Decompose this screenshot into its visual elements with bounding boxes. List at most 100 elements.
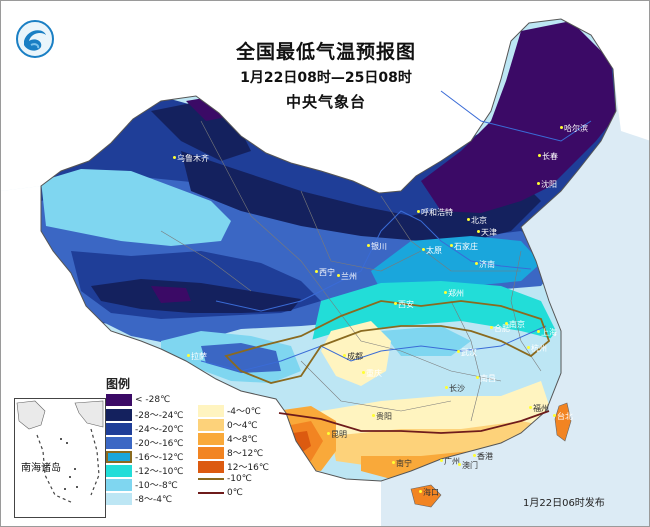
city-dot xyxy=(490,326,493,329)
legend-swatch xyxy=(106,422,132,435)
legend-label: -4～0℃ xyxy=(227,407,261,417)
city-dot xyxy=(560,126,563,129)
legend-item: -10℃ xyxy=(198,474,252,486)
issuing-agency: 中央气象台 xyxy=(285,93,366,111)
cma-logo-icon xyxy=(16,20,54,58)
legend-swatch xyxy=(106,450,132,463)
legend-swatch xyxy=(198,404,224,417)
legend-label: -28～-24℃ xyxy=(135,411,184,421)
city-label: 广州 xyxy=(444,457,460,466)
legend-swatch xyxy=(106,464,132,477)
city-label: 上海 xyxy=(541,328,557,337)
legend-item: -10～-8℃ xyxy=(106,478,178,491)
city-label: 乌鲁木齐 xyxy=(177,154,209,163)
legend-item: -8～-4℃ xyxy=(106,492,172,505)
city-label: 石家庄 xyxy=(454,242,478,251)
national-border xyxy=(40,18,617,482)
legend-label: -16～-12℃ xyxy=(135,453,184,463)
city-dot xyxy=(538,154,541,157)
city-label: 郑州 xyxy=(448,289,464,298)
city-dot xyxy=(537,182,540,185)
legend-swatch xyxy=(106,408,132,421)
legend-swatch xyxy=(198,418,224,431)
taiwan-island xyxy=(554,402,572,442)
city-dot xyxy=(392,461,395,464)
release-time: 1月22日06时发布 xyxy=(523,498,605,509)
legend-swatch xyxy=(198,478,224,480)
city-dot xyxy=(444,291,447,294)
hainan-island xyxy=(410,484,442,508)
legend-label: 0～4℃ xyxy=(227,421,258,431)
legend-item: < -28℃ xyxy=(106,394,170,406)
legend-label: -20～-16℃ xyxy=(135,439,184,449)
city-dot xyxy=(475,262,478,265)
city-dot xyxy=(367,244,370,247)
inset-label: 南海诸岛 xyxy=(21,463,61,474)
city-label: 成都 xyxy=(347,352,363,361)
city-dot xyxy=(419,490,422,493)
legend-swatch xyxy=(198,446,224,459)
legend-swatch xyxy=(106,394,132,406)
forecast-period: 1月22日08时—25日08时 xyxy=(240,70,412,86)
city-label: 呼和浩特 xyxy=(421,208,453,217)
city-dot xyxy=(417,210,420,213)
legend-item: 8～12℃ xyxy=(198,446,264,459)
legend-label: 4～8℃ xyxy=(227,435,258,445)
isotherm-zero xyxy=(278,410,550,434)
city-dot xyxy=(187,354,190,357)
city-label: 杭州 xyxy=(531,344,547,353)
city-label: 台北 xyxy=(557,412,573,421)
legend-item: 4～8℃ xyxy=(198,432,258,445)
city-dot xyxy=(476,376,479,379)
legend: 图例 < -28℃ -28～-24℃ -24～-20℃ -20～-16℃ -16～-12… xyxy=(106,377,316,520)
city-label: 长春 xyxy=(542,152,558,161)
legend-swatch xyxy=(106,478,132,491)
city-label: 香港 xyxy=(477,452,493,461)
legend-item: -28～-24℃ xyxy=(106,408,184,421)
city-label: 南京 xyxy=(509,320,525,329)
city-dot xyxy=(477,230,480,233)
legend-item: -12～-10℃ xyxy=(106,464,184,477)
legend-swatch xyxy=(198,460,224,473)
city-dot xyxy=(445,386,448,389)
city-dot xyxy=(315,270,318,273)
legend-label: -24～-20℃ xyxy=(135,425,184,435)
city-label: 合肥 xyxy=(494,324,510,333)
city-dot xyxy=(173,156,176,159)
city-label: 重庆 xyxy=(366,369,382,378)
city-label: 天津 xyxy=(481,228,497,237)
city-dot xyxy=(527,346,530,349)
map-title: 全国最低气温预报图 xyxy=(235,41,416,63)
city-label: 昆明 xyxy=(331,430,347,439)
legend-item: -24～-20℃ xyxy=(106,422,184,435)
city-dot xyxy=(343,354,346,357)
city-dot xyxy=(362,371,365,374)
south-china-sea-inset: 南海诸岛 xyxy=(14,398,106,518)
legend-title: 图例 xyxy=(106,377,131,391)
legend-label: -10℃ xyxy=(227,474,252,484)
city-label: 西安 xyxy=(398,300,414,309)
city-dot xyxy=(505,322,508,325)
legend-swatch xyxy=(198,492,224,494)
legend-swatch xyxy=(198,432,224,445)
city-label: 拉萨 xyxy=(191,352,207,361)
neighbouring-land xyxy=(1,1,649,193)
city-dot xyxy=(473,454,476,457)
legend-swatch xyxy=(106,492,132,505)
legend-label: 12～16℃ xyxy=(227,463,270,473)
city-label: 哈尔滨 xyxy=(564,124,588,133)
city-label: 济南 xyxy=(479,260,495,269)
legend-label: < -28℃ xyxy=(135,395,171,405)
city-label: 澳门 xyxy=(462,461,478,470)
city-label: 海口 xyxy=(423,488,439,497)
city-label: 福州 xyxy=(533,404,549,413)
city-label: 北京 xyxy=(471,216,487,225)
legend-item: -16～-12℃ xyxy=(106,450,184,463)
city-dot xyxy=(337,274,340,277)
city-label: 兰州 xyxy=(341,272,357,281)
legend-label: 0℃ xyxy=(227,488,243,498)
legend-label: 8～12℃ xyxy=(227,449,264,459)
legend-item: -20～-16℃ xyxy=(106,436,184,449)
